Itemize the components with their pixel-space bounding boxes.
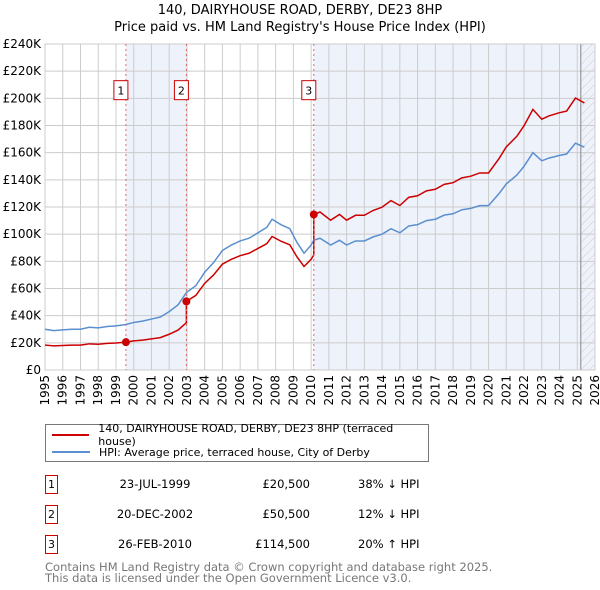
y-tick-label: £240K [3, 37, 43, 51]
y-tick-label: £0 [26, 363, 41, 377]
x-tick-label: 2008 [269, 375, 283, 406]
x-tick-label: 2004 [198, 375, 212, 406]
x-tick-label: 2018 [446, 375, 460, 406]
x-tick-label: 2003 [180, 375, 194, 406]
y-tick-label: £120K [3, 200, 43, 214]
sale-date: 23-JUL-1999 [119, 477, 191, 491]
price-chart: £0 £20K £40K £60K £80K £100K £120K £140K £160K £1… [3, 37, 600, 406]
x-tick-label: 2014 [375, 375, 389, 406]
x-tick-label: 1996 [56, 375, 70, 406]
legend-swatch-hpi [52, 451, 90, 453]
y-tick-label: £220K [3, 64, 43, 78]
sale-price: £114,500 [255, 537, 310, 551]
sale-label-box [301, 80, 317, 101]
sale-price: £50,500 [262, 507, 310, 521]
y-tick-label: £20K [10, 336, 42, 350]
y-tick-label: £100K [3, 227, 43, 241]
y-tick-label: £200K [3, 91, 43, 105]
footer-copyright: Contains HM Land Registry data © Crown c… [45, 560, 493, 574]
sale-hpi-diff: 38% ↓ HPI [358, 477, 420, 491]
sale-price: £20,500 [262, 477, 310, 491]
sale-row-2: 2 20-DEC-2002 £50,500 12% ↓ HPI [45, 505, 445, 525]
x-tick-label: 2009 [286, 375, 300, 406]
sale-badge: 1 [45, 475, 58, 494]
legend-item-property: 140, DAIRYHOUSE ROAD, DERBY, DE23 8HP (t… [52, 422, 428, 448]
sale-label: 1 [117, 85, 124, 98]
sale-point [309, 210, 318, 219]
x-tick-label: 1998 [91, 375, 105, 406]
x-tick-label: 2026 [588, 375, 600, 406]
chart-title: 140, DAIRYHOUSE ROAD, DERBY, DE23 8HP [157, 3, 443, 18]
sale-hpi-diff: 12% ↓ HPI [358, 507, 420, 521]
x-tick-label: 2022 [517, 375, 531, 406]
x-tick-label: 2012 [340, 375, 354, 406]
y-tick-label: £80K [10, 254, 42, 268]
chart-subtitle: Price paid vs. HM Land Registry's House … [114, 20, 486, 35]
sale-label: 3 [305, 85, 312, 98]
x-tick-label: 2013 [357, 375, 371, 406]
legend-swatch-property [52, 434, 90, 436]
x-tick-label: 2023 [535, 375, 549, 406]
sale-badge: 2 [45, 505, 58, 524]
sale-badge: 3 [45, 535, 58, 554]
x-tick-label: 2019 [464, 375, 478, 406]
sale-date: 26-FEB-2010 [118, 537, 192, 551]
sale-point [182, 297, 191, 306]
legend-item-hpi: HPI: Average price, terraced house, City… [52, 444, 370, 460]
sale-label-box [113, 80, 129, 101]
legend-label-property: 140, DAIRYHOUSE ROAD, DERBY, DE23 8HP (t… [98, 422, 394, 448]
x-tick-label: 1997 [73, 375, 87, 406]
sale-label-box [173, 80, 189, 101]
x-tick-label: 2005 [215, 375, 229, 406]
footer-licence: This data is licensed under the Open Gov… [45, 571, 412, 585]
x-tick-label: 2015 [393, 375, 407, 406]
sale-label: 2 [178, 85, 185, 98]
x-tick-label: 2002 [162, 375, 176, 406]
x-tick-label: 2011 [322, 375, 336, 406]
x-tick-label: 2006 [233, 375, 247, 406]
x-tick-label: 1999 [109, 375, 123, 406]
sale-date: 20-DEC-2002 [116, 507, 194, 521]
sale-point [121, 338, 130, 347]
x-tick-label: 2020 [482, 375, 496, 406]
x-tick-label: 2025 [570, 375, 584, 406]
property-line [44, 97, 585, 347]
y-tick-label: £40K [10, 309, 42, 323]
sale-row-1: 1 23-JUL-1999 £20,500 38% ↓ HPI [45, 475, 445, 495]
x-tick-label: 2007 [251, 375, 265, 406]
x-tick-label: 2010 [304, 375, 318, 406]
x-tick-label: 2024 [553, 375, 567, 406]
x-tick-label: 1995 [38, 375, 52, 406]
y-tick-label: £160K [3, 146, 43, 160]
hpi-line [44, 142, 585, 332]
plot-border [44, 43, 596, 371]
x-tick-label: 2016 [411, 375, 425, 406]
x-tick-label: 2000 [127, 375, 141, 406]
legend: 140, DAIRYHOUSE ROAD, DERBY, DE23 8HP (t… [45, 422, 429, 462]
sale-row-3: 3 26-FEB-2010 £114,500 20% ↑ HPI [45, 535, 445, 555]
y-tick-label: £60K [10, 282, 42, 296]
sale-hpi-diff: 20% ↑ HPI [358, 537, 420, 551]
y-tick-label: £180K [3, 119, 43, 133]
y-tick-label: £140K [3, 173, 43, 187]
x-tick-label: 2017 [428, 375, 442, 406]
x-tick-label: 2001 [144, 375, 158, 406]
x-tick-label: 2021 [499, 375, 513, 406]
legend-label-hpi: HPI: Average price, terraced house, City… [99, 445, 370, 459]
